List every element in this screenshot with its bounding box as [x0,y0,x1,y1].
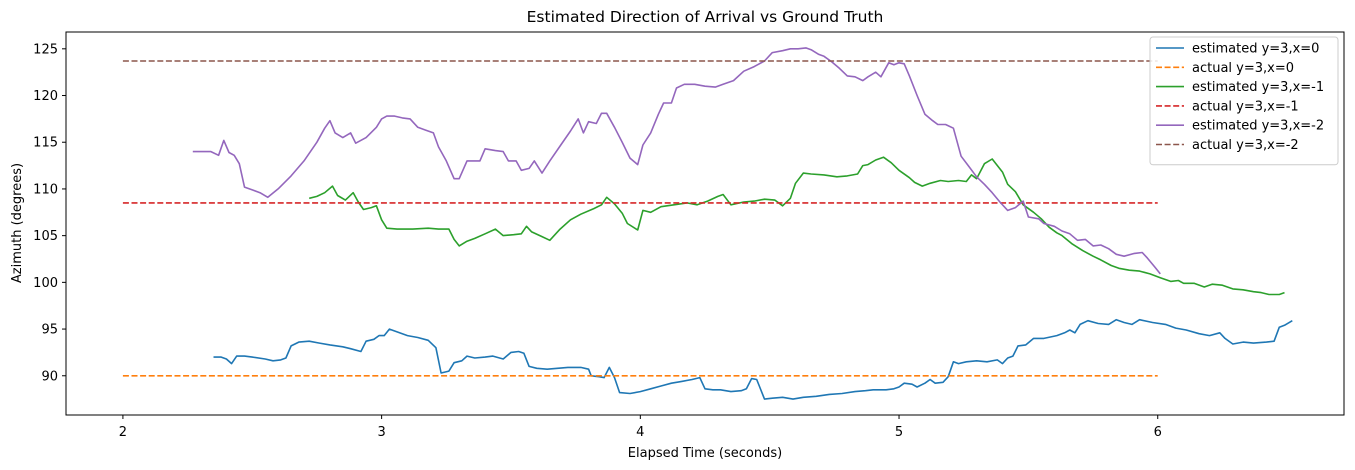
legend-label: actual y=3,x=0 [1192,61,1294,76]
y-tick-label: 100 [33,276,58,291]
x-axis-title: Elapsed Time (seconds) [628,446,782,461]
y-tick-label: 115 [33,136,58,151]
y-axis-title: Azimuth (degrees) [10,163,25,283]
x-tick-label: 6 [1154,425,1162,440]
x-tick-label: 3 [377,425,385,440]
y-tick-label: 125 [33,42,58,57]
legend-label: estimated y=3,x=-2 [1192,119,1324,134]
series-line-1 [213,318,1293,400]
chart-title: Estimated Direction of Arrival vs Ground… [527,8,884,26]
y-axis: 90 95 100 105 110 115 120 125 [33,42,66,384]
legend-label: actual y=3,x=-2 [1192,138,1299,153]
plot-area [122,47,1293,400]
x-tick-label: 2 [119,425,127,440]
y-tick-label: 95 [41,323,58,338]
x-tick-label: 4 [636,425,644,440]
series-line-5 [192,47,1161,275]
legend-label: actual y=3,x=-1 [1192,99,1299,114]
axes-frame [65,31,1345,416]
legend-box [1149,36,1339,166]
legend-label: estimated y=3,x=-1 [1192,80,1324,95]
x-tick-label: 5 [895,425,903,440]
x-axis: 2 3 4 5 6 [119,415,1162,440]
y-tick-label: 120 [33,89,58,104]
legend: estimated y=3,x=0 actual y=3,x=0 estimated… [1149,36,1339,166]
y-tick-label: 110 [33,182,58,197]
y-tick-label: 105 [33,229,58,244]
legend-label: estimated y=3,x=0 [1192,42,1319,57]
y-tick-label: 90 [41,369,58,384]
series-line-3 [309,156,1285,296]
